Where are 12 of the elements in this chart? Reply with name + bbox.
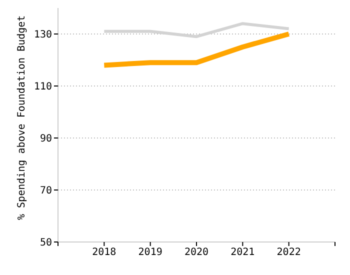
x-tick-label: 2019 xyxy=(138,247,162,258)
y-tick-label: 50 xyxy=(40,238,52,249)
y-tick-label: 90 xyxy=(40,134,52,145)
x-tick-label: 2020 xyxy=(184,247,209,258)
x-tick-label: 2021 xyxy=(230,247,255,258)
y-tick-label: 110 xyxy=(34,82,52,93)
y-tick-label: 130 xyxy=(34,30,52,41)
line-series xyxy=(102,22,290,38)
x-tick-label: 2018 xyxy=(92,247,116,258)
y-tick-label: 70 xyxy=(40,186,52,197)
y-axis-title: % Spending above Foundation Budget xyxy=(16,15,28,220)
x-tick-label: 2022 xyxy=(276,247,301,258)
